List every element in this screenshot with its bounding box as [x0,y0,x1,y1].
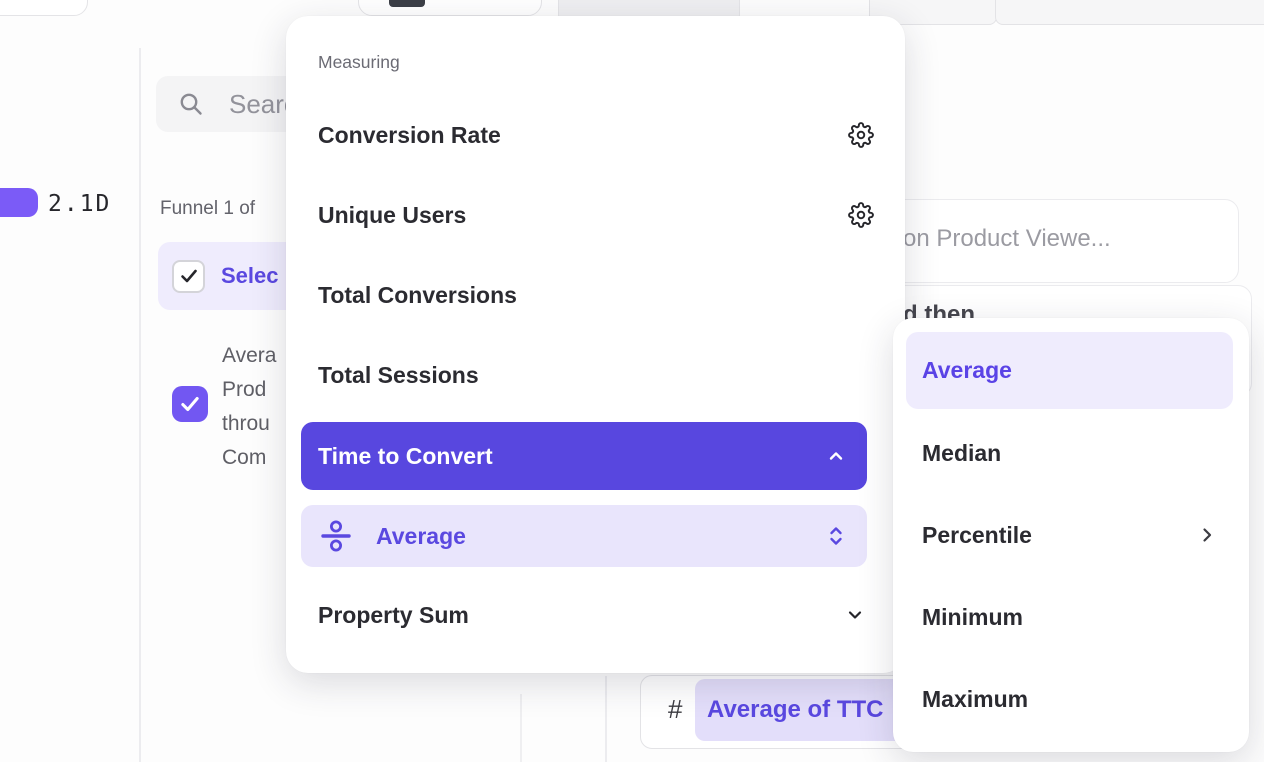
chevron-right-icon [1197,525,1217,545]
menu-item-conversion-rate[interactable]: Conversion Rate [318,119,874,151]
top-toolbar-fragment [358,0,542,16]
menu-item-time-to-convert[interactable]: Time to Convert [301,422,867,490]
submenu-item-maximum[interactable]: Maximum [922,683,1217,715]
top-left-card-fragment [0,0,88,16]
menu-item-label: Minimum [922,603,1023,630]
chevron-up-down-icon [827,524,845,548]
event-description-line: throu [222,412,270,435]
step-badge[interactable] [0,188,38,217]
menu-item-label: Conversion Rate [318,121,501,148]
event-checkbox-checked[interactable] [172,386,208,422]
submenu-item-median[interactable]: Median [922,437,1217,469]
menu-item-label: Total Conversions [318,281,517,308]
gear-icon[interactable] [848,122,874,148]
menu-item-label: Median [922,439,1002,466]
menu-item-total-conversions[interactable]: Total Conversions [318,279,874,311]
menu-item-total-sessions[interactable]: Total Sessions [318,359,874,391]
menu-item-label: Average [376,522,466,549]
menu-subitem-average[interactable]: Average [301,505,867,567]
menu-item-label: Time to Convert [318,442,493,469]
selected-step-label: Selec [221,263,279,288]
funnel-label: Funnel 1 of [160,198,256,219]
left-pane-divider [139,48,141,762]
event-description-line: Avera [222,344,277,367]
submenu-item-minimum[interactable]: Minimum [922,601,1217,633]
event-description-line: Com [222,446,267,469]
step-badge-label: 2.1D [48,191,112,217]
menu-item-label: Percentile [922,521,1032,548]
bottom-card-edge [520,694,522,762]
numeric-type-symbol: # [668,694,683,724]
dark-toggle-fragment [389,0,425,7]
search-icon [178,91,205,118]
menu-item-unique-users[interactable]: Unique Users [318,199,874,231]
measuring-menu: Measuring Conversion Rate Unique Users [286,16,905,673]
submenu-item-average[interactable]: Average [906,332,1233,409]
menu-item-label: Maximum [922,685,1029,712]
chevron-up-icon [825,445,847,467]
bottom-pane-divider [605,676,607,762]
menu-item-property-sum[interactable]: Property Sum [318,599,866,631]
menu-item-label: Property Sum [318,601,469,628]
menu-item-label: Unique Users [318,201,467,228]
measuring-menu-header: Measuring [318,52,400,72]
submenu-item-percentile[interactable]: Percentile [922,519,1217,551]
menu-item-label: Total Sessions [318,361,479,388]
menu-item-label: Average [922,357,1012,383]
event-description-line: Prod [222,378,267,401]
event-description: Avera Prod throu Com [222,339,284,475]
gear-icon[interactable] [848,202,874,228]
top-right-button-fragment-2 [995,0,1264,25]
event-step-text: on Product Viewe... [903,225,1111,252]
average-divide-icon [318,518,354,554]
step-checkbox-checked[interactable] [172,259,205,293]
average-of-ttc-chip[interactable]: Average of TTC [695,679,910,741]
aggregation-menu: Average Median Percentile Minimum Maximu… [893,318,1249,752]
chevron-down-icon [844,604,866,626]
average-of-ttc-label: Average of TTC [707,696,884,723]
